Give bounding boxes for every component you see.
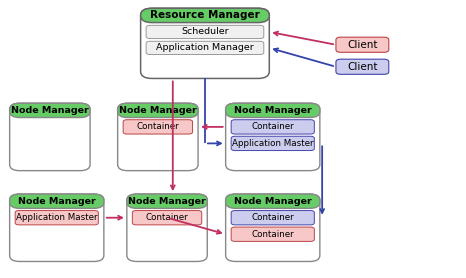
Text: Container: Container <box>251 230 294 239</box>
FancyBboxPatch shape <box>132 210 202 225</box>
FancyBboxPatch shape <box>15 210 98 225</box>
FancyBboxPatch shape <box>231 136 315 151</box>
Text: Node Manager: Node Manager <box>234 197 312 206</box>
FancyBboxPatch shape <box>231 210 315 225</box>
FancyBboxPatch shape <box>336 59 389 74</box>
Text: Resource Manager: Resource Manager <box>150 11 260 20</box>
FancyBboxPatch shape <box>226 103 320 171</box>
FancyBboxPatch shape <box>146 41 264 54</box>
Text: Application Master: Application Master <box>232 139 314 148</box>
Text: Application Master: Application Master <box>16 213 97 222</box>
Text: Node Manager: Node Manager <box>128 197 206 206</box>
FancyBboxPatch shape <box>146 25 264 39</box>
FancyBboxPatch shape <box>123 120 192 134</box>
FancyBboxPatch shape <box>226 194 320 208</box>
Text: Container: Container <box>251 122 294 131</box>
FancyBboxPatch shape <box>127 194 207 208</box>
Text: Application Manager: Application Manager <box>156 43 254 52</box>
FancyBboxPatch shape <box>141 8 269 23</box>
FancyBboxPatch shape <box>231 227 315 241</box>
FancyBboxPatch shape <box>141 8 269 78</box>
Text: Container: Container <box>251 213 294 222</box>
FancyBboxPatch shape <box>117 103 198 171</box>
FancyBboxPatch shape <box>336 37 389 52</box>
FancyBboxPatch shape <box>231 120 315 134</box>
Text: Container: Container <box>146 213 188 222</box>
FancyBboxPatch shape <box>10 103 90 118</box>
Text: Node Manager: Node Manager <box>18 197 96 206</box>
Text: Node Manager: Node Manager <box>234 106 312 115</box>
FancyBboxPatch shape <box>226 103 320 118</box>
FancyBboxPatch shape <box>10 103 90 171</box>
Text: Scheduler: Scheduler <box>181 28 229 36</box>
FancyBboxPatch shape <box>127 194 207 262</box>
Text: Node Manager: Node Manager <box>11 106 89 115</box>
Text: Node Manager: Node Manager <box>119 106 197 115</box>
FancyBboxPatch shape <box>117 103 198 118</box>
FancyBboxPatch shape <box>226 194 320 262</box>
FancyBboxPatch shape <box>10 194 104 262</box>
FancyBboxPatch shape <box>10 194 104 208</box>
Text: Client: Client <box>347 62 377 72</box>
Text: Client: Client <box>347 40 377 50</box>
Text: Container: Container <box>137 122 179 131</box>
